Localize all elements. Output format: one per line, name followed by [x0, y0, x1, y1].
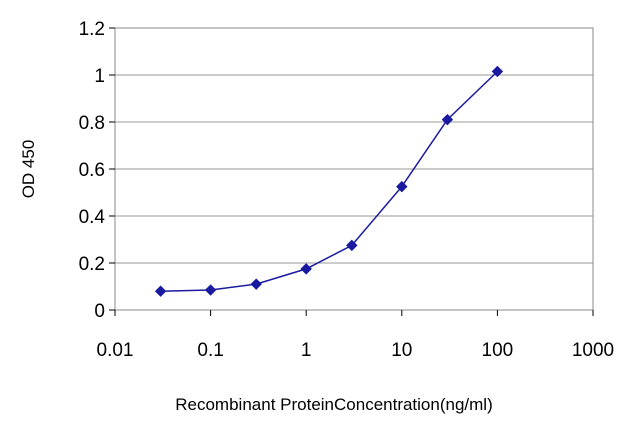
x-tick-label: 0.01 [97, 340, 134, 361]
y-tick-label: 0.4 [79, 207, 106, 228]
x-tick-label: 100 [482, 340, 514, 361]
x-tick-label: 1000 [572, 340, 614, 361]
data-point [204, 284, 217, 296]
series-line [160, 70, 498, 292]
x-axis-ticks: 0.01 0.1 1 10 100 1000 [97, 310, 614, 361]
y-tick-label: 0.2 [79, 254, 105, 275]
data-point [441, 113, 454, 126]
data-point [396, 180, 408, 193]
y-axis-ticks: 0 0.2 0.4 0.6 0.8 1 1.2 [79, 19, 115, 322]
y-tick-label: 0 [94, 301, 105, 322]
data-point [346, 239, 358, 252]
data-point [300, 263, 312, 275]
y-tick-label: 1 [94, 66, 105, 87]
y-axis-title: OD 450 [19, 140, 38, 199]
gridlines [115, 74, 593, 264]
x-tick-label: 1 [301, 340, 312, 361]
data-point [154, 285, 167, 297]
data-point [250, 278, 262, 290]
data-point [491, 65, 504, 78]
y-tick-label: 0.8 [79, 113, 105, 134]
x-axis-title: Recombinant ProteinConcentration(ng/ml) [175, 395, 493, 414]
y-tick-label: 0.6 [79, 160, 105, 181]
x-tick-label: 10 [391, 340, 412, 361]
y-tick-label: 1.2 [79, 19, 105, 40]
series-layer [154, 65, 504, 297]
x-tick-label: 0.1 [197, 340, 223, 361]
